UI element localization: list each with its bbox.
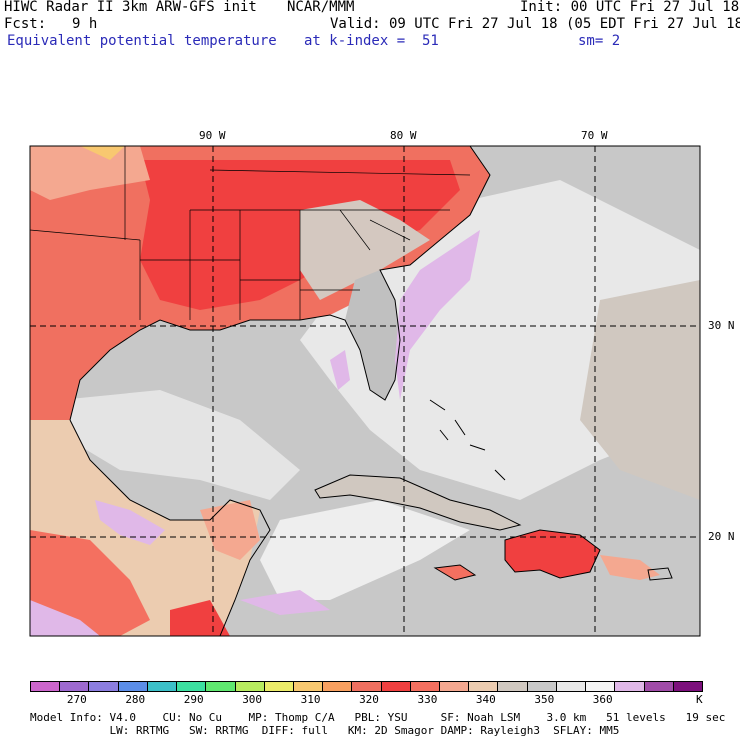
colorbar-swatch (322, 681, 353, 692)
lat-label-20n: 20 N (708, 530, 735, 543)
valid-time: Valid: 09 UTC Fri 27 Jul 18 (05 EDT Fri … (330, 16, 740, 32)
colorbar-swatch (614, 681, 645, 692)
us-coastline (69, 146, 491, 421)
organization: NCAR/MMM (287, 0, 355, 15)
lon-label-80w: 80 W (390, 129, 417, 142)
forecast-label: Fcst: (4, 16, 47, 32)
atlantic-tan-region (580, 280, 700, 500)
colorbar-tick-label: 320 (359, 693, 379, 706)
colorbar-swatch (526, 681, 557, 692)
colorbar-swatch (263, 681, 294, 692)
k-index-level: at k-index = 51 (304, 33, 439, 49)
colorbar-unit: K (696, 693, 703, 706)
colorbar-swatch (351, 681, 382, 692)
model-info-line1: Model Info: V4.0 CU: No Cu MP: Thomp C/A… (30, 711, 726, 724)
colorbar-swatch (555, 681, 587, 692)
model-title: HIWC Radar II 3km ARW-GFS init (4, 0, 257, 15)
colorbar-tick-label: 330 (417, 693, 438, 706)
colorbar-tick-label: 310 (300, 693, 321, 706)
field-name: Equivalent potential temperature (7, 33, 277, 49)
lat-lon-grid (30, 146, 700, 636)
caribbean-light-region (260, 500, 470, 600)
colorbar-tick-label: 300 (242, 693, 263, 706)
jamaica-coastline (433, 564, 477, 581)
central-america-hot (170, 600, 230, 636)
colorbar-tick-label: 360 (592, 693, 613, 706)
pacific-lavender (30, 600, 100, 636)
colorbar-tick-label: 280 (125, 693, 146, 706)
colorbar-swatch (59, 681, 90, 692)
plains-hot-spot (80, 146, 125, 160)
mexico-coastline (69, 419, 271, 636)
colorbar-tick-label: 290 (183, 693, 204, 706)
init-time: Init: 00 UTC Fri 27 Jul 18 (520, 0, 740, 15)
colorbar-swatch (234, 681, 265, 692)
lat-label-30n: 30 N (708, 319, 735, 332)
colorbar-swatch (672, 681, 703, 692)
mexico-pacific-warm (30, 530, 150, 636)
colorbar-swatch (146, 681, 178, 692)
plains-warm (30, 146, 150, 200)
colorbar-swatch (30, 681, 61, 692)
smoothing-value: sm= 2 (578, 33, 621, 49)
lavender-streak-caribbean (240, 590, 330, 615)
lon-label-90w: 90 W (199, 129, 226, 142)
puerto-rico-warm (600, 555, 660, 580)
lon-label-70w: 70 W (581, 129, 608, 142)
lavender-streak-florida (330, 350, 350, 390)
colorbar-swatch (409, 681, 441, 692)
bahamas-coastline (429, 399, 506, 481)
hispaniola-coastline (504, 529, 601, 579)
florida-peninsula (345, 270, 400, 400)
map-frame (29, 145, 701, 637)
colorbar-swatch (205, 681, 236, 692)
southeast-cool (300, 200, 430, 300)
colorbar-swatch (292, 681, 324, 692)
colorbar-swatch (643, 681, 674, 692)
state-boundaries (30, 146, 471, 320)
colorbar-tick-label: 340 (475, 693, 496, 706)
puerto-rico-coastline (647, 567, 673, 581)
colorbar-tick-label: 270 (66, 693, 87, 706)
colorbar-swatch (585, 681, 616, 692)
colorbar-swatch (176, 681, 207, 692)
lavender-streak-gulf (95, 500, 165, 545)
cuba-coastline (314, 474, 522, 531)
colorbar-tick-label: 350 (534, 693, 555, 706)
forecast-hour: 9 h (72, 16, 98, 32)
colorbar-swatch (497, 681, 528, 692)
colorbar-swatch (380, 681, 411, 692)
colorbar-swatch (117, 681, 148, 692)
gulf-light-region (60, 390, 300, 500)
colorbar-swatch (439, 681, 470, 692)
cuba-land (315, 475, 520, 530)
colorbar-swatch (468, 681, 499, 692)
model-info-line2: LW: RRTMG SW: RRTMG DIFF: full KM: 2D Sm… (30, 724, 620, 737)
colorbar-swatch (88, 681, 119, 692)
hispaniola-hot (505, 530, 600, 578)
lavender-streak-atlantic (395, 230, 480, 400)
